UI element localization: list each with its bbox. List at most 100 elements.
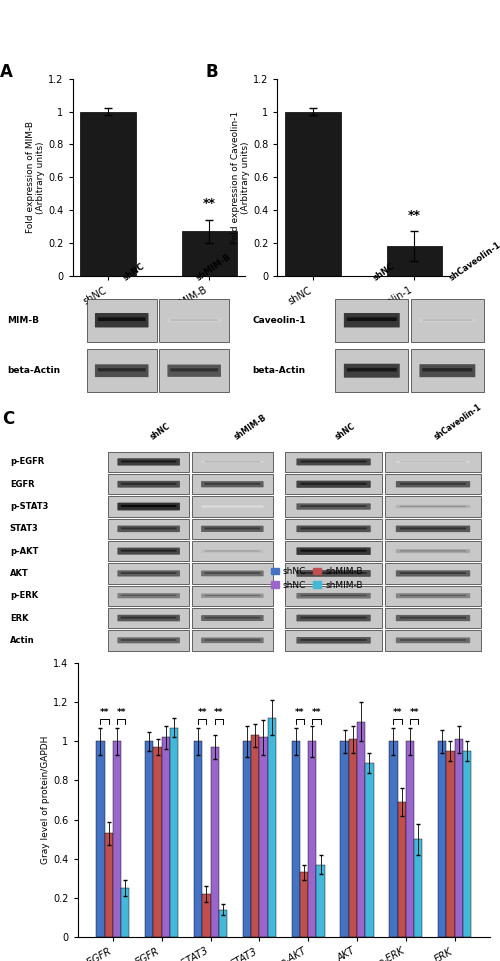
FancyBboxPatch shape xyxy=(385,497,482,517)
FancyBboxPatch shape xyxy=(300,617,366,619)
FancyBboxPatch shape xyxy=(296,480,371,488)
FancyBboxPatch shape xyxy=(385,452,482,472)
Text: beta-Actin: beta-Actin xyxy=(8,366,60,375)
FancyBboxPatch shape xyxy=(411,349,484,392)
FancyBboxPatch shape xyxy=(201,460,264,463)
FancyBboxPatch shape xyxy=(400,483,466,484)
FancyBboxPatch shape xyxy=(296,615,371,622)
FancyBboxPatch shape xyxy=(396,460,470,463)
FancyBboxPatch shape xyxy=(296,548,371,554)
Bar xyxy=(154,748,162,937)
FancyBboxPatch shape xyxy=(98,317,146,321)
FancyBboxPatch shape xyxy=(108,630,189,651)
Bar xyxy=(406,741,414,937)
Text: **: ** xyxy=(393,708,402,717)
FancyBboxPatch shape xyxy=(121,550,176,552)
Text: **: ** xyxy=(295,708,304,717)
FancyBboxPatch shape xyxy=(118,458,180,465)
FancyBboxPatch shape xyxy=(108,608,189,628)
FancyBboxPatch shape xyxy=(385,608,482,628)
Text: shMIM-B: shMIM-B xyxy=(194,253,232,283)
FancyBboxPatch shape xyxy=(118,548,180,554)
FancyBboxPatch shape xyxy=(201,550,264,553)
Text: shCaveolin-1: shCaveolin-1 xyxy=(433,403,484,442)
FancyBboxPatch shape xyxy=(420,318,476,322)
Text: shCaveolin-1: shCaveolin-1 xyxy=(448,240,500,283)
FancyBboxPatch shape xyxy=(108,541,189,561)
FancyBboxPatch shape xyxy=(118,593,180,599)
FancyBboxPatch shape xyxy=(286,630,382,651)
Text: p-ERK: p-ERK xyxy=(10,591,38,601)
FancyBboxPatch shape xyxy=(192,519,272,539)
FancyBboxPatch shape xyxy=(118,480,180,487)
Text: STAT3: STAT3 xyxy=(10,525,38,533)
Bar xyxy=(260,737,268,937)
FancyBboxPatch shape xyxy=(98,368,146,372)
FancyBboxPatch shape xyxy=(344,363,400,378)
FancyBboxPatch shape xyxy=(286,497,382,517)
FancyBboxPatch shape xyxy=(300,639,366,641)
FancyBboxPatch shape xyxy=(385,563,482,583)
Bar xyxy=(210,748,219,937)
FancyBboxPatch shape xyxy=(396,505,470,508)
FancyBboxPatch shape xyxy=(108,585,189,605)
FancyBboxPatch shape xyxy=(385,585,482,605)
Bar xyxy=(366,763,374,937)
FancyBboxPatch shape xyxy=(411,299,484,342)
FancyBboxPatch shape xyxy=(286,519,382,539)
Text: A: A xyxy=(0,63,13,81)
FancyBboxPatch shape xyxy=(159,299,230,342)
FancyBboxPatch shape xyxy=(296,593,371,599)
Bar xyxy=(162,737,170,937)
Bar xyxy=(348,739,357,937)
Text: shMIM-B: shMIM-B xyxy=(232,413,268,442)
FancyBboxPatch shape xyxy=(204,617,260,619)
Text: p-STAT3: p-STAT3 xyxy=(10,502,48,511)
FancyBboxPatch shape xyxy=(347,317,397,321)
FancyBboxPatch shape xyxy=(296,570,371,577)
Bar xyxy=(170,727,178,937)
FancyBboxPatch shape xyxy=(121,595,176,596)
FancyBboxPatch shape xyxy=(201,594,264,598)
FancyBboxPatch shape xyxy=(121,617,176,619)
Text: MIM-B: MIM-B xyxy=(8,316,40,325)
FancyBboxPatch shape xyxy=(400,505,466,506)
FancyBboxPatch shape xyxy=(118,526,180,532)
Bar xyxy=(292,741,300,937)
FancyBboxPatch shape xyxy=(118,570,180,577)
Bar xyxy=(80,111,136,276)
FancyBboxPatch shape xyxy=(204,483,260,484)
FancyBboxPatch shape xyxy=(396,637,470,643)
FancyBboxPatch shape xyxy=(95,313,148,328)
FancyBboxPatch shape xyxy=(420,364,476,377)
FancyBboxPatch shape xyxy=(286,608,382,628)
FancyBboxPatch shape xyxy=(201,505,264,507)
FancyBboxPatch shape xyxy=(168,364,221,377)
Bar xyxy=(268,718,276,937)
FancyBboxPatch shape xyxy=(170,368,218,371)
FancyBboxPatch shape xyxy=(286,474,382,494)
FancyBboxPatch shape xyxy=(396,570,470,577)
FancyBboxPatch shape xyxy=(201,526,264,532)
FancyBboxPatch shape xyxy=(422,319,472,321)
FancyBboxPatch shape xyxy=(121,482,176,484)
Y-axis label: Fold expression of MIM-B
(Arbitrary units): Fold expression of MIM-B (Arbitrary unit… xyxy=(26,121,46,234)
Bar xyxy=(446,752,454,937)
FancyBboxPatch shape xyxy=(108,563,189,583)
Text: **: ** xyxy=(312,708,321,717)
Bar xyxy=(316,865,325,937)
FancyBboxPatch shape xyxy=(400,617,466,619)
FancyBboxPatch shape xyxy=(108,497,189,517)
FancyBboxPatch shape xyxy=(400,551,466,552)
FancyBboxPatch shape xyxy=(300,460,366,462)
FancyBboxPatch shape xyxy=(385,519,482,539)
FancyBboxPatch shape xyxy=(95,364,148,377)
FancyBboxPatch shape xyxy=(118,503,180,510)
Bar xyxy=(386,246,442,276)
Bar xyxy=(340,741,348,937)
FancyBboxPatch shape xyxy=(192,630,272,651)
Y-axis label: Fold expression of Caveolin-1
(Arbitrary units): Fold expression of Caveolin-1 (Arbitrary… xyxy=(231,111,250,244)
FancyBboxPatch shape xyxy=(204,528,260,530)
Text: **: ** xyxy=(410,708,419,717)
Text: shNC: shNC xyxy=(148,422,172,442)
